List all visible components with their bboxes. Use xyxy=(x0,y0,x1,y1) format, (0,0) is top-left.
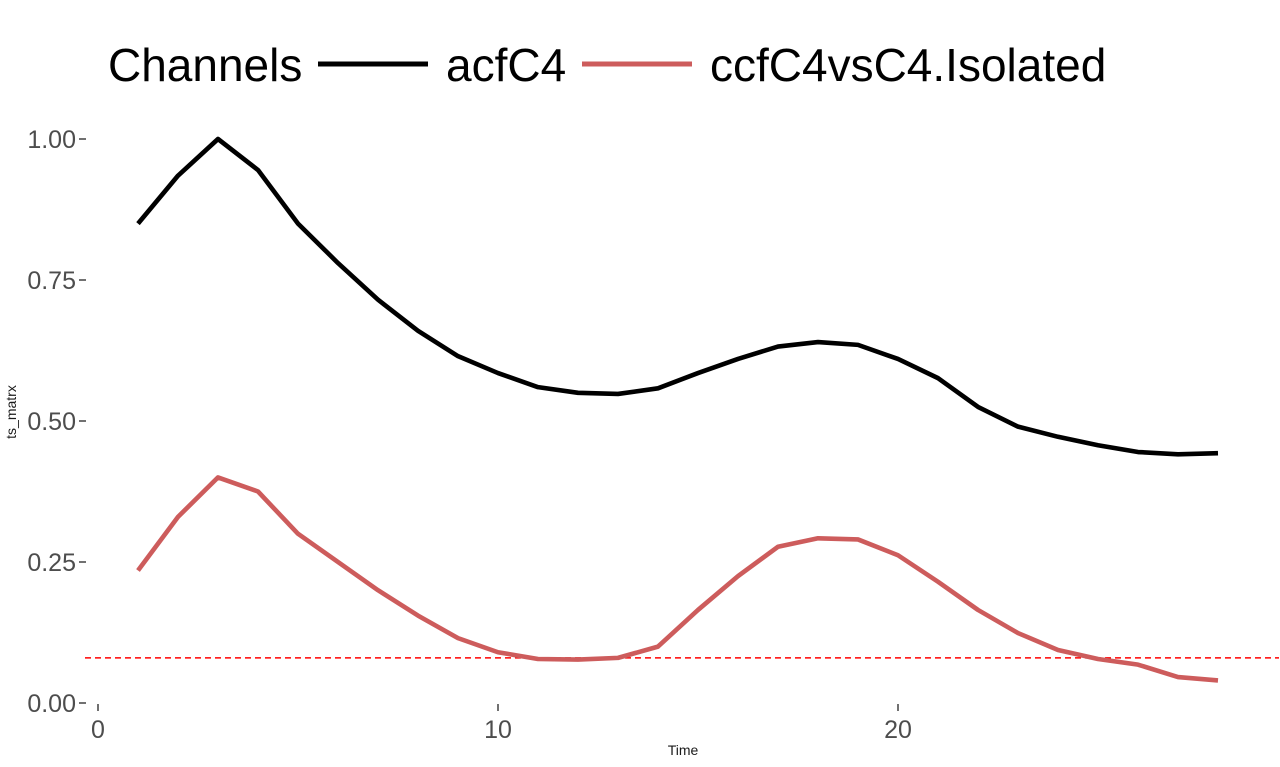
chart-legend: Channels acfC4 ccfC4vsC4.Isolated xyxy=(108,39,1106,91)
y-axis-tick-label: 1.00 xyxy=(27,126,76,154)
y-axis-title: ts_matrx xyxy=(3,385,19,439)
axes: 1.00 0.75 0.50 0.25 0.00 0 10 20 xyxy=(27,126,912,744)
plot-area xyxy=(85,136,1279,683)
y-axis-tick-label: 0.25 xyxy=(27,549,76,577)
legend-title: Channels xyxy=(108,39,302,91)
y-axis-tick-label: 0.75 xyxy=(27,267,76,295)
y-axis-tick-label: 0.50 xyxy=(27,408,76,436)
x-axis-title: Time xyxy=(668,742,699,758)
y-axis-tick-label: 0.00 xyxy=(27,690,76,718)
x-axis-tick-label: 0 xyxy=(91,716,105,744)
x-axis-tick-label: 20 xyxy=(884,716,912,744)
x-axis-tick-label: 10 xyxy=(484,716,512,744)
legend-label-ccfC4vsC4.Isolated: ccfC4vsC4.Isolated xyxy=(710,39,1106,91)
series-line-ccfC4vsC4.Isolated xyxy=(136,475,1219,683)
series-line-acfC4 xyxy=(136,136,1219,457)
legend-label-acfC4: acfC4 xyxy=(446,39,566,91)
